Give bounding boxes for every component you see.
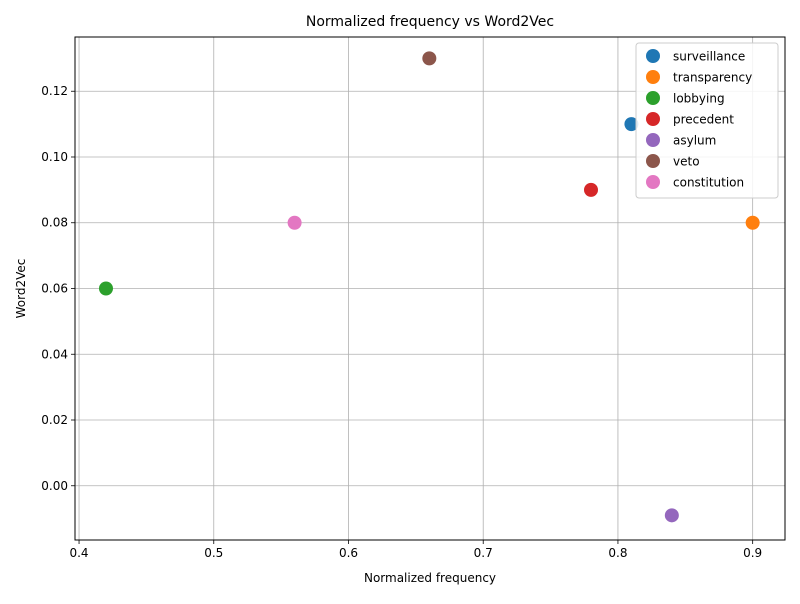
point-precedent bbox=[583, 182, 598, 197]
legend-marker-veto bbox=[646, 154, 660, 168]
legend-label-veto: veto bbox=[673, 155, 700, 169]
legend-label-constitution: constitution bbox=[673, 176, 744, 190]
point-transparency bbox=[745, 215, 760, 230]
legend-box bbox=[635, 42, 779, 199]
x-tick-label: 0.9 bbox=[743, 546, 762, 560]
x-tick-label: 0.4 bbox=[69, 546, 88, 560]
legend-marker-transparency bbox=[646, 70, 660, 84]
point-constitution bbox=[287, 215, 302, 230]
legend-marker-precedent bbox=[646, 112, 660, 126]
x-tick-label: 0.7 bbox=[474, 546, 493, 560]
point-lobbying bbox=[98, 281, 113, 296]
legend-marker-constitution bbox=[646, 175, 660, 189]
y-tick-label: 0.12 bbox=[41, 84, 68, 98]
y-tick-label: 0.08 bbox=[41, 216, 68, 230]
legend-label-surveillance: surveillance bbox=[673, 50, 745, 64]
y-tick-label: 0.00 bbox=[41, 479, 68, 493]
legend-marker-lobbying bbox=[646, 91, 660, 105]
chart-title: Normalized frequency vs Word2Vec bbox=[306, 14, 554, 30]
legend-marker-surveillance bbox=[646, 49, 660, 63]
x-tick-label: 0.5 bbox=[204, 546, 223, 560]
y-tick-label: 0.06 bbox=[41, 282, 68, 296]
legend-label-lobbying: lobbying bbox=[673, 92, 725, 106]
point-asylum bbox=[664, 508, 679, 523]
axis-ticks: 0.4 0.5 0.6 0.7 0.8 0.9 0.00 0.02 0.04 0.06 0.08 0.… bbox=[41, 84, 762, 560]
point-veto bbox=[422, 51, 437, 66]
y-axis-label: Word2Vec bbox=[14, 259, 28, 319]
data-points bbox=[98, 51, 760, 523]
legend-label-transparency: transparency bbox=[673, 71, 752, 85]
grid-lines bbox=[75, 37, 785, 540]
point-surveillance bbox=[624, 117, 639, 132]
x-tick-label: 0.8 bbox=[608, 546, 627, 560]
legend-marker-asylum bbox=[646, 133, 660, 147]
legend-label-asylum: asylum bbox=[673, 134, 716, 148]
x-tick-label: 0.6 bbox=[339, 546, 358, 560]
x-axis-label: Normalized frequency bbox=[364, 571, 496, 585]
y-tick-label: 0.04 bbox=[41, 347, 68, 361]
legend: surveillance transparency lobbying preceden… bbox=[635, 42, 779, 199]
y-tick-label: 0.10 bbox=[41, 150, 68, 164]
legend-label-precedent: precedent bbox=[673, 113, 734, 127]
y-tick-label: 0.02 bbox=[41, 413, 68, 427]
